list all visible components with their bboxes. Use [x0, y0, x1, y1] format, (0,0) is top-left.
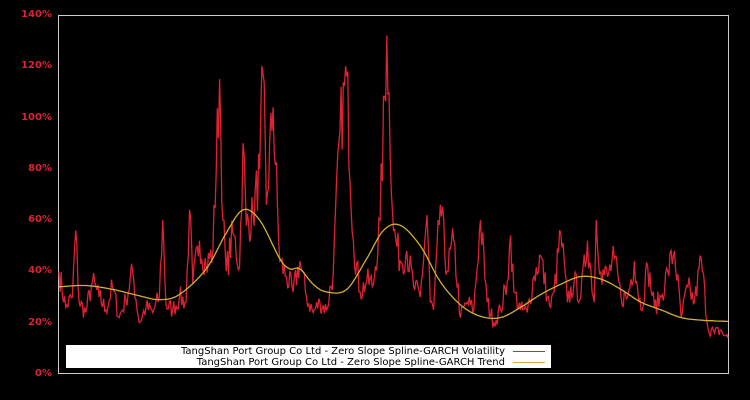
- legend-item-volatility: TangShan Port Group Co Ltd - Zero Slope …: [181, 346, 551, 357]
- y-tick-label: 100%: [21, 111, 52, 123]
- y-tick-label: 40%: [28, 265, 52, 277]
- legend-label-volatility: TangShan Port Group Co Ltd - Zero Slope …: [180, 346, 505, 357]
- y-tick-label: 80%: [28, 162, 52, 174]
- y-tick-label: 140%: [21, 9, 52, 20]
- legend-item-trend: TangShan Port Group Co Ltd - Zero Slope …: [197, 357, 551, 368]
- volatility-series-line: [58, 35, 729, 339]
- legend-swatch-volatility: [513, 351, 545, 352]
- y-tick-label: 20%: [28, 316, 52, 328]
- legend: TangShan Port Group Co Ltd - Zero Slope …: [66, 345, 551, 368]
- legend-label-trend: TangShan Port Group Co Ltd - Zero Slope …: [196, 357, 505, 368]
- y-tick-label: 0%: [35, 368, 52, 379]
- trend-series-line: [58, 208, 728, 323]
- legend-swatch-trend: [513, 362, 545, 363]
- y-tick-label: 60%: [28, 214, 52, 226]
- y-tick-label: 120%: [21, 60, 52, 72]
- plot-area-frame: [58, 15, 729, 374]
